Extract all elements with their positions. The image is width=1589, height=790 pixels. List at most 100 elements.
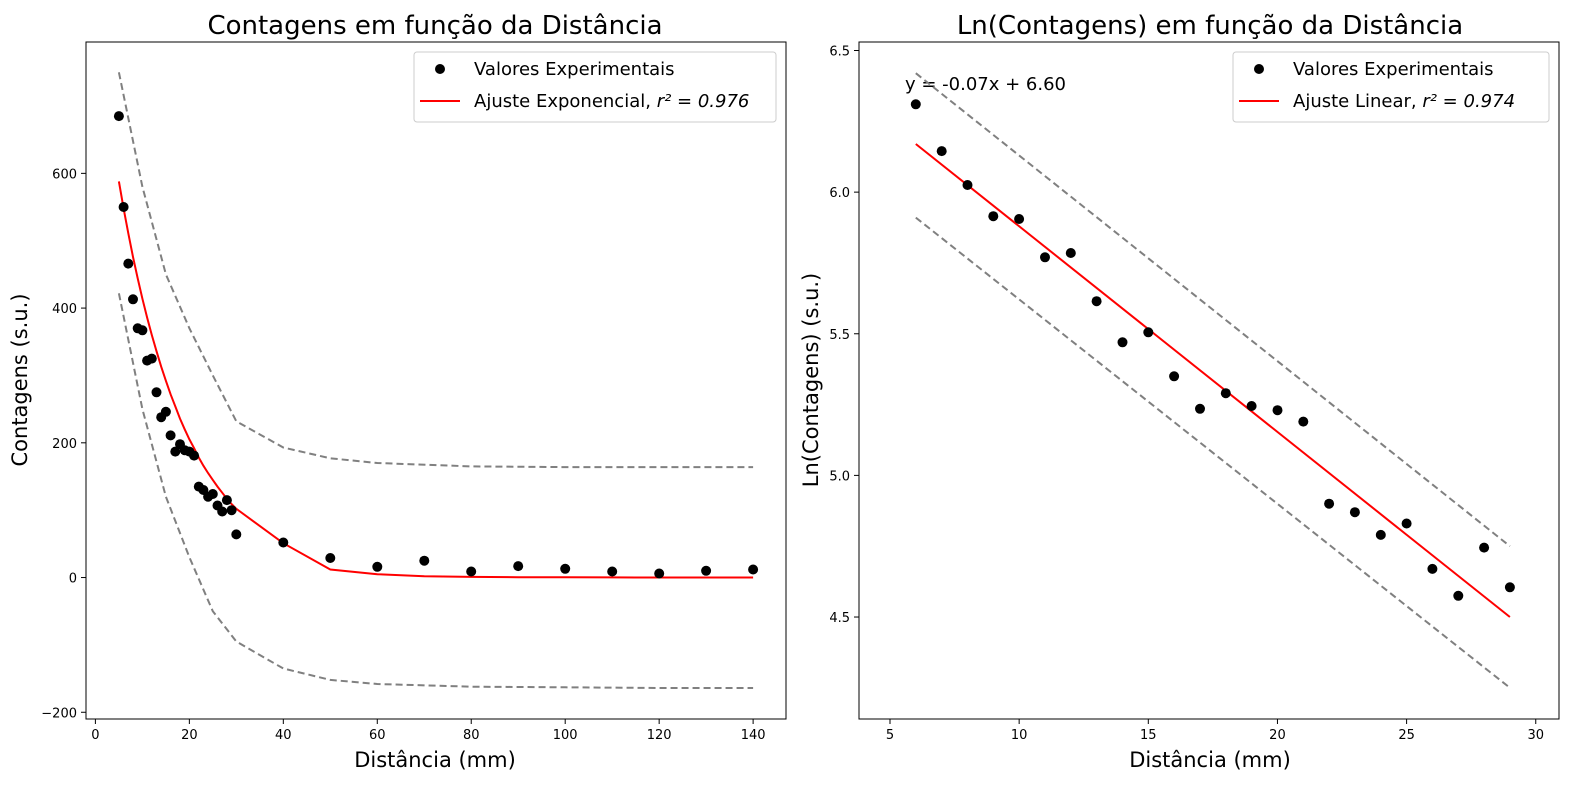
data-point xyxy=(1117,337,1128,348)
legend: Valores Experimentais Ajuste Linear, r² … xyxy=(1232,51,1550,123)
data-point xyxy=(1169,371,1180,382)
data-point xyxy=(910,99,921,110)
data-point xyxy=(419,555,430,566)
data-point xyxy=(217,506,228,517)
data-point xyxy=(1014,214,1025,224)
band-lower xyxy=(117,293,754,689)
chart-ln-counts-vs-distance: Ln(Contagens) em função da Distância Dis… xyxy=(799,11,1560,772)
legend-fit-r2: r² = 0.976 xyxy=(657,91,750,112)
x-axis-label: Distância (mm) xyxy=(1129,748,1291,772)
data-point xyxy=(1220,388,1231,399)
legend-marker-points xyxy=(435,64,445,74)
data-point xyxy=(701,565,712,576)
data-point xyxy=(372,561,383,572)
data-point xyxy=(1065,248,1076,258)
y-tick-label: 6.0 xyxy=(829,186,850,201)
data-point xyxy=(1375,529,1386,540)
x-tick-label: 30 xyxy=(1527,728,1544,743)
y-tick-label: −200 xyxy=(41,706,77,721)
axis-ticks: 0 20 40 60 80 100 120 140 −200 0 200 400 600 xyxy=(41,167,765,743)
chart-title: Contagens em função da Distância xyxy=(207,11,662,41)
data-point xyxy=(936,146,947,157)
data-point xyxy=(1091,296,1102,307)
data-point xyxy=(170,446,181,457)
plot-area xyxy=(113,72,759,689)
data-point xyxy=(1324,498,1335,509)
fit-equation-annotation: y = -0.07x + 6.60 xyxy=(905,74,1066,95)
data-point xyxy=(988,211,999,222)
data-point xyxy=(118,202,129,212)
band-upper xyxy=(117,72,754,469)
data-point xyxy=(151,387,162,398)
fit-line xyxy=(117,181,754,579)
legend-marker-points xyxy=(1254,64,1264,74)
data-point xyxy=(146,353,157,364)
data-point xyxy=(1272,405,1283,416)
x-tick-label: 10 xyxy=(1011,728,1028,743)
data-point xyxy=(226,505,237,516)
data-point xyxy=(207,489,218,499)
data-point xyxy=(560,563,571,574)
chart-title: Ln(Contagens) em função da Distância xyxy=(957,11,1463,41)
x-tick-label: 25 xyxy=(1398,728,1415,743)
data-point xyxy=(1453,590,1464,601)
x-tick-label: 0 xyxy=(91,728,99,743)
data-point xyxy=(1040,252,1050,263)
y-tick-label: 6.5 xyxy=(829,44,850,59)
y-axis-label: Ln(Contagens) (s.u.) xyxy=(799,273,823,487)
data-point xyxy=(1195,403,1205,414)
axes-frame xyxy=(858,41,1560,720)
data-point xyxy=(123,258,134,269)
legend-fit-name: Ajuste Linear, xyxy=(1293,91,1422,112)
data-point xyxy=(113,111,124,122)
data-point xyxy=(1427,563,1438,574)
x-tick-label: 20 xyxy=(1269,728,1286,743)
legend-label-points: Valores Experimentais xyxy=(474,59,675,80)
band-upper xyxy=(915,72,1511,547)
data-point xyxy=(1401,518,1412,529)
legend: Valores Experimentais Ajuste Exponencial… xyxy=(413,51,777,123)
data-point xyxy=(1349,507,1360,518)
data-point xyxy=(607,566,618,577)
data-point xyxy=(466,566,477,577)
data-point xyxy=(137,325,148,336)
plot-area xyxy=(910,72,1515,689)
data-point xyxy=(1504,582,1515,593)
x-tick-label: 40 xyxy=(275,728,292,743)
y-tick-label: 5.0 xyxy=(829,469,850,484)
chart-counts-vs-distance: Contagens em função da Distância Distânc… xyxy=(8,11,787,772)
x-axis-label: Distância (mm) xyxy=(354,748,516,772)
data-point xyxy=(325,553,336,563)
data-point xyxy=(231,529,242,540)
x-tick-label: 60 xyxy=(369,728,386,743)
x-tick-label: 5 xyxy=(886,728,894,743)
x-tick-label: 100 xyxy=(553,728,578,743)
data-point xyxy=(748,564,759,575)
y-tick-label: 600 xyxy=(52,167,77,182)
data-point xyxy=(654,568,665,579)
axis-ticks: 5 10 15 20 25 30 4.5 5.0 5.5 6.0 6.5 xyxy=(829,44,1544,743)
axes-frame xyxy=(85,41,787,720)
fit-line xyxy=(915,143,1511,618)
data-point xyxy=(165,430,176,441)
data-point xyxy=(128,294,138,305)
data-point xyxy=(160,406,171,417)
y-tick-label: 400 xyxy=(52,302,77,317)
data-point xyxy=(1143,327,1154,338)
y-tick-label: 200 xyxy=(52,437,77,452)
legend-box xyxy=(413,51,777,123)
data-point xyxy=(1479,542,1490,553)
band-lower xyxy=(915,216,1511,689)
data-point xyxy=(1298,416,1309,427)
x-tick-label: 20 xyxy=(181,728,198,743)
x-tick-label: 120 xyxy=(647,728,672,743)
data-point xyxy=(221,495,232,506)
legend-fit-r2: r² = 0.974 xyxy=(1422,91,1515,112)
legend-label-fit: Ajuste Exponencial, r² = 0.976 xyxy=(474,91,749,112)
x-tick-label: 15 xyxy=(1140,728,1157,743)
y-axis-label: Contagens (s.u.) xyxy=(8,293,32,466)
data-point xyxy=(278,537,289,548)
data-point xyxy=(962,180,973,190)
x-tick-label: 80 xyxy=(463,728,480,743)
y-tick-label: 0 xyxy=(69,572,77,587)
